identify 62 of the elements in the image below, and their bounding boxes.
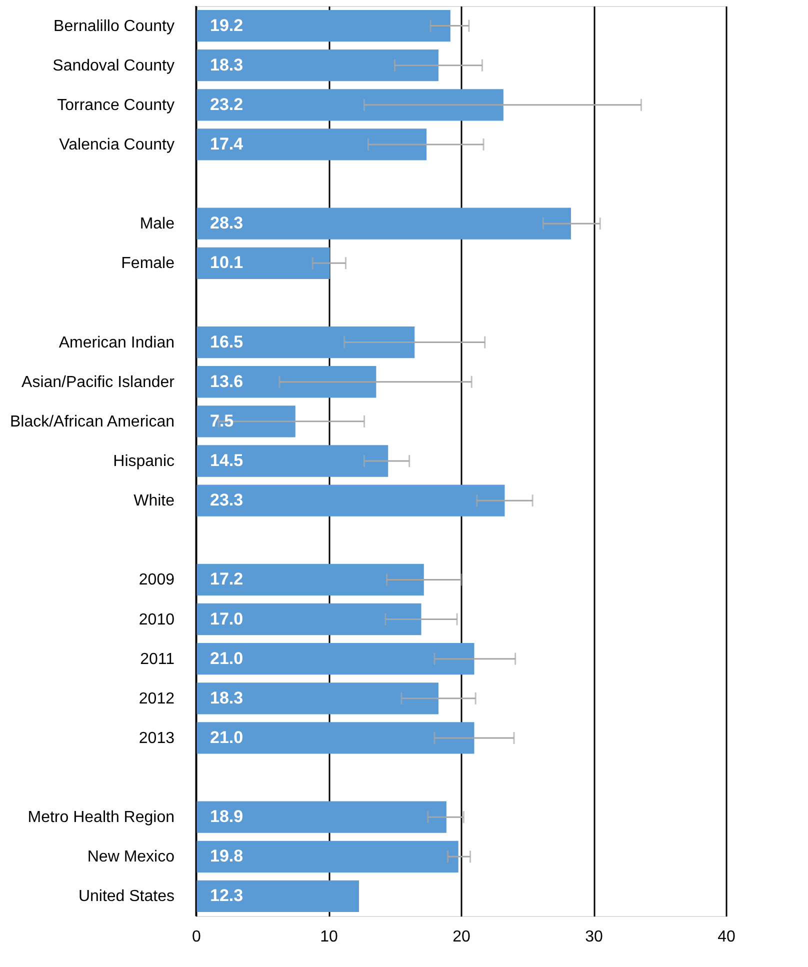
bar	[196, 801, 446, 833]
data-label: 18.3	[210, 55, 244, 74]
data-label: 14.5	[210, 451, 244, 470]
y-tick-label: Asian/Pacific Islander	[22, 374, 176, 391]
y-tick-label: American Indian	[58, 334, 174, 352]
bar	[196, 603, 422, 636]
x-tick-label: 40	[718, 928, 736, 946]
bar	[196, 484, 505, 516]
bar	[196, 89, 504, 121]
data-label: 21.0	[210, 728, 244, 747]
data-label: 18.9	[210, 807, 244, 826]
data-label: 23.2	[210, 94, 244, 114]
y-tick-label: 2013	[138, 730, 175, 747]
bar	[196, 326, 415, 358]
y-tick-label: Female	[121, 255, 175, 272]
bar	[196, 643, 474, 675]
y-tick-label: Valencia County	[59, 136, 174, 154]
y-tick-label: Bernalillo County	[54, 18, 174, 35]
data-label: 17.4	[210, 134, 244, 154]
bar	[196, 564, 424, 596]
y-tick-label: 2010	[138, 611, 175, 628]
data-label: 23.3	[210, 490, 244, 510]
data-label: 21.0	[210, 648, 244, 668]
bar	[196, 50, 438, 82]
x-tick-label: 20	[452, 928, 470, 946]
bar	[196, 128, 427, 160]
bar	[196, 247, 330, 279]
y-tick-label: New Mexico	[87, 848, 175, 866]
data-label: 28.3	[210, 214, 244, 233]
y-tick-label: Torrance County	[57, 96, 174, 114]
y-tick-label: 2009	[138, 572, 175, 589]
data-label: 12.3	[210, 886, 244, 906]
y-tick-label: United States	[78, 888, 174, 906]
data-label: 17.2	[210, 570, 244, 589]
data-label: 19.2	[210, 16, 244, 35]
bar	[196, 366, 376, 398]
bar	[196, 722, 474, 754]
y-tick-label: 2012	[138, 690, 175, 708]
y-tick-label: 2011	[140, 650, 175, 668]
bar	[196, 208, 571, 240]
x-tick-label: 0	[192, 928, 202, 946]
y-tick-label: Black/African American	[10, 413, 174, 430]
bar	[196, 10, 450, 42]
data-label: 10.1	[210, 253, 244, 272]
bar	[196, 682, 438, 714]
bar	[196, 445, 388, 477]
y-tick-label: Hispanic	[113, 453, 174, 470]
data-label: 7.5	[210, 411, 234, 430]
y-tick-label: Metro Health Region	[28, 809, 174, 826]
data-label: 16.5	[210, 332, 244, 352]
x-tick-label: 30	[585, 928, 603, 946]
bar	[196, 406, 296, 438]
data-label: 18.3	[210, 688, 244, 708]
x-tick-label: 10	[320, 928, 338, 946]
y-tick-label: Sandoval County	[52, 57, 174, 74]
y-tick-label: White	[134, 492, 175, 510]
y-tick-label: Male	[140, 216, 175, 233]
data-label: 13.6	[210, 372, 244, 391]
data-label: 19.8	[210, 846, 244, 866]
bar	[196, 880, 359, 912]
data-label: 17.0	[210, 609, 244, 628]
bar	[196, 840, 458, 872]
